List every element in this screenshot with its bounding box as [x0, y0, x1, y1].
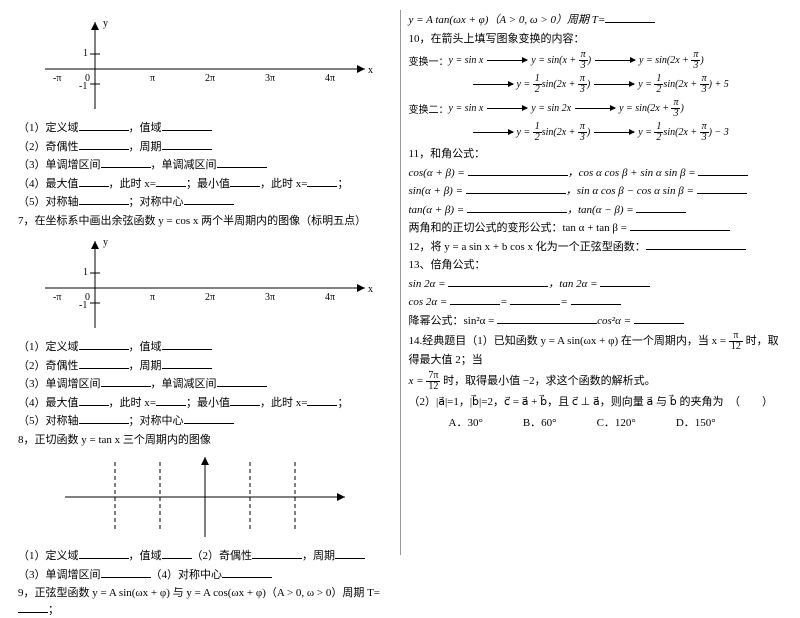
tan-l1: （1）定义域，值域（2）奇偶性，周期: [18, 548, 392, 565]
q1-l5: （5）对称轴；对称中心: [18, 194, 392, 211]
q2-l5: （5）对称轴；对称中心: [18, 413, 392, 430]
trans1-row2: y = 12sin(2x + π3) y = 12sin(2x + π3) + …: [409, 74, 783, 95]
q12: 12，将 y = a sin x + b cos x 化为一个正弦型函数：: [409, 239, 783, 256]
choice-a[interactable]: A．30°: [449, 414, 483, 430]
svg-text:1: 1: [83, 267, 88, 278]
tan-sum: 两角和的正切公式的变形公式：tan α + tan β =: [409, 220, 783, 237]
q11: 11，和角公式：: [409, 146, 783, 163]
choice-c[interactable]: C．120°: [597, 414, 636, 430]
svg-text:π: π: [150, 73, 155, 84]
left-column: x y -π 0 π 2π 3π 4π 1 -1 （1）定义域，值域 （2）奇偶…: [10, 10, 401, 555]
q1-l1: （1）定义域，值域: [18, 120, 392, 137]
q9-text: 9，正弦型函数 y = A sin(ωx + φ) 与 y = A cos(ωx…: [18, 585, 392, 618]
q7-text: 7，在坐标系中画出余弦函数 y = cos x 两个半周期内的图像（标明五点）: [18, 213, 392, 230]
svg-text:x: x: [368, 284, 373, 295]
right-column: y = A tan(ωx + φ)（A > 0, ω > 0）周期 T= 10，…: [401, 10, 791, 555]
q14-2: （2）|a⃗|=1，|b⃗|=2，c⃗ = a⃗ + b⃗，且 c⃗ ⊥ a⃗，…: [409, 394, 783, 411]
sine-plot: x y -π 0 π 2π 3π 4π 1 -1: [35, 14, 375, 114]
f3: tan(α + β) = ，tan(α − β) =: [409, 202, 783, 219]
svg-text:3π: 3π: [265, 73, 275, 84]
choice-d[interactable]: D．150°: [676, 414, 716, 430]
svg-text:3π: 3π: [265, 292, 275, 303]
svg-text:1: 1: [83, 48, 88, 59]
svg-text:x: x: [368, 65, 373, 76]
q14: 14.经典题目（1）已知函数 y = A sin(ωx + φ) 在一个周期内，…: [409, 331, 783, 369]
q9b: y = A tan(ωx + φ)（A > 0, ω > 0）周期 T=: [409, 12, 783, 29]
down: 降幂公式：sin²α = cos²α =: [409, 313, 783, 330]
svg-text:2π: 2π: [205, 73, 215, 84]
tan-l2: （3）单调增区间（4）对称中心: [18, 567, 392, 584]
svg-text:-1: -1: [79, 300, 87, 311]
q14c: x = 7π12 时，取得最小值 −2，求这个函数的解析式。: [409, 371, 783, 392]
q2-l4: （4）最大值，此时 x=；最小值，此时 x=；: [18, 395, 392, 412]
svg-text:y: y: [103, 18, 108, 29]
svg-text:4π: 4π: [325, 292, 335, 303]
trans2-row2: y = 12sin(2x + π3) y = 12sin(2x + π3) − …: [409, 122, 783, 143]
choice-b[interactable]: B．60°: [523, 414, 557, 430]
svg-text:-π: -π: [53, 73, 61, 84]
f1: cos(α + β) = ，cos α cos β + sin α sin β …: [409, 165, 783, 182]
svg-text:-1: -1: [79, 81, 87, 92]
q13: 13、倍角公式：: [409, 257, 783, 274]
svg-text:4π: 4π: [325, 73, 335, 84]
d2: cos 2α = = =: [409, 294, 783, 311]
svg-text:-π: -π: [53, 292, 61, 303]
svg-text:2π: 2π: [205, 292, 215, 303]
svg-text:y: y: [103, 237, 108, 248]
tangent-plot: [55, 452, 355, 542]
choices: A．30° B．60° C．120° D．150°: [449, 414, 783, 430]
q1-l4: （4）最大值，此时 x=；最小值，此时 x=；: [18, 176, 392, 193]
q2-l1: （1）定义域，值域: [18, 339, 392, 356]
svg-text:π: π: [150, 292, 155, 303]
q1-l2: （2）奇偶性，周期: [18, 139, 392, 156]
q2-l3: （3）单调增区间，单调减区间: [18, 376, 392, 393]
trans1-row1: 变换一： y = sin x y = sin(x + π3) y = sin(2…: [409, 50, 783, 71]
q8-text: 8，正切函数 y = tan x 三个周期内的图像: [18, 432, 392, 449]
q10: 10，在箭头上填写图象变换的内容：: [409, 31, 783, 48]
q2-l2: （2）奇偶性，周期: [18, 358, 392, 375]
f2: sin(α + β) = ，sin α cos β − cos α sin β …: [409, 183, 783, 200]
d1: sin 2α = ，tan 2α =: [409, 276, 783, 293]
trans2-row1: 变换二： y = sin x y = sin 2x y = sin(2x + π…: [409, 98, 783, 119]
q1-l3: （3）单调增区间，单调减区间: [18, 157, 392, 174]
cosine-plot: x y -π 0 π 2π 3π 4π 1 -1: [35, 233, 375, 333]
